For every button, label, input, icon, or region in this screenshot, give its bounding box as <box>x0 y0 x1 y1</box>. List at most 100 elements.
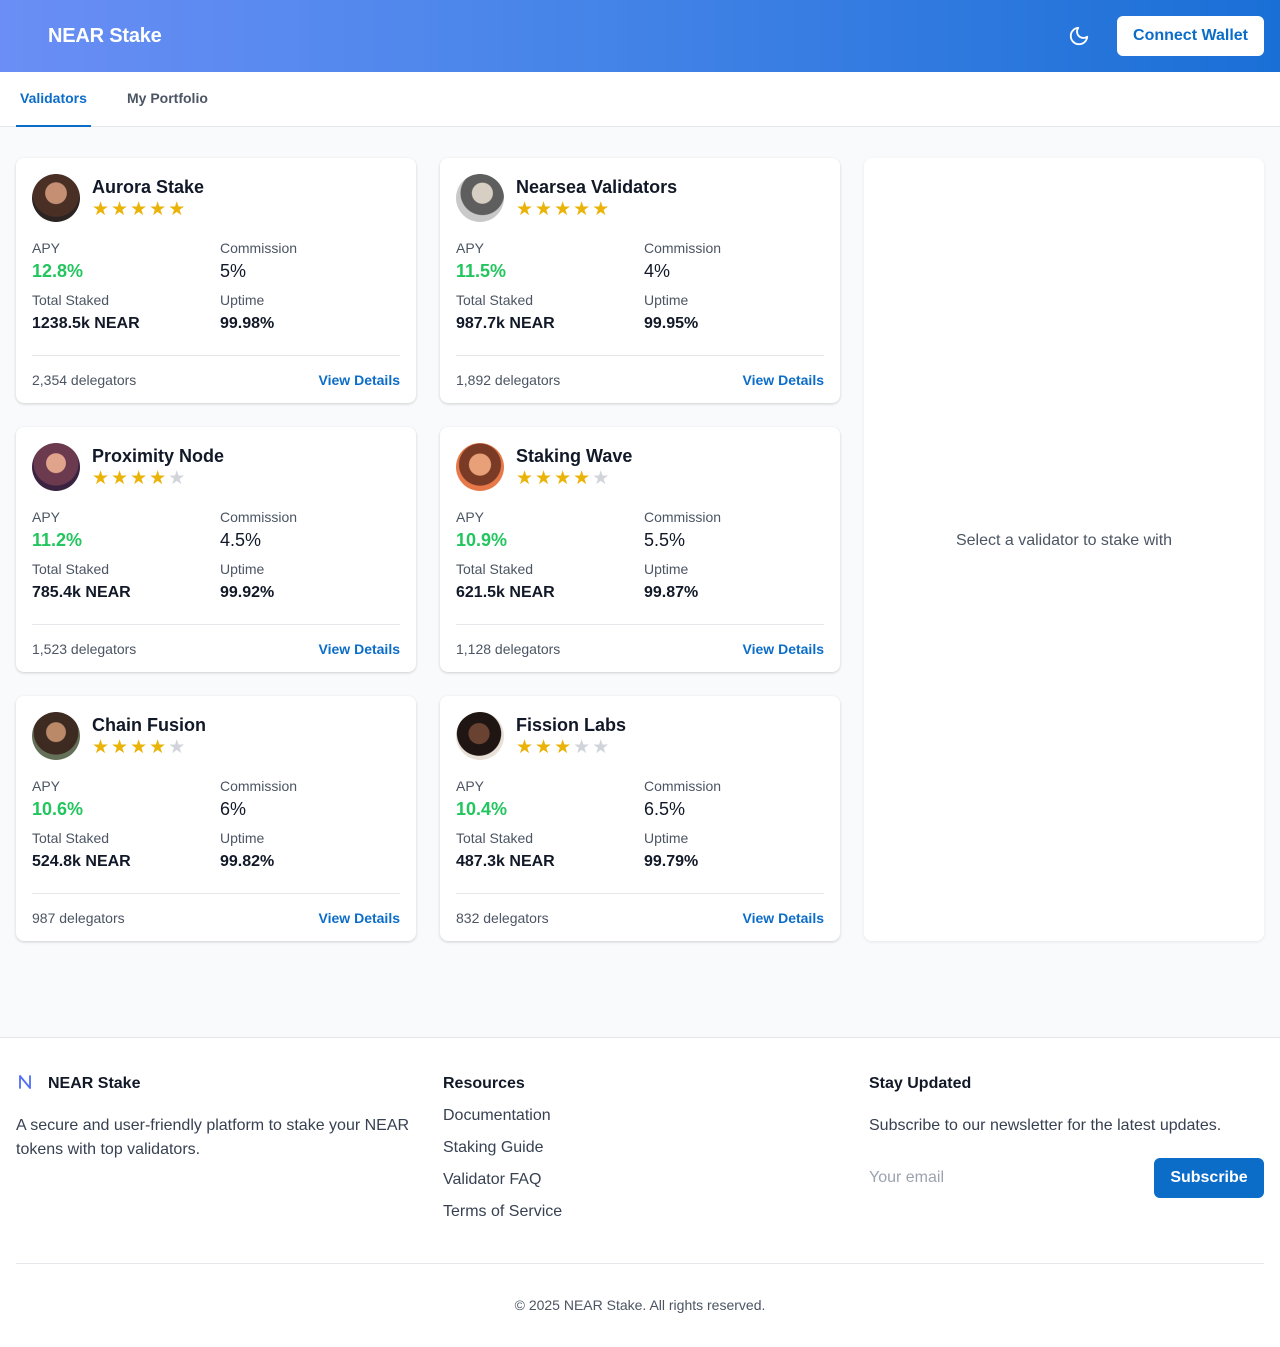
uptime-value: 99.79% <box>644 853 699 870</box>
total-staked-value: 621.5k NEAR <box>456 584 555 601</box>
star-rating: ★ ★ ★ ★ ★ <box>92 738 206 758</box>
star-icon: ★ <box>592 737 610 758</box>
tab-my-portfolio[interactable]: My Portfolio <box>127 90 208 106</box>
footer-resources: Resources Documentation Staking Guide Va… <box>443 1074 562 1222</box>
link-staking-guide[interactable]: Staking Guide <box>443 1139 544 1156</box>
view-details-link[interactable]: View Details <box>318 640 400 657</box>
delegator-count: 1,892 delegators <box>456 371 561 388</box>
view-details-link[interactable]: View Details <box>318 909 400 926</box>
star-icon: ★ <box>554 468 572 489</box>
apy-label: APY <box>456 240 485 256</box>
apy-label: APY <box>456 778 485 794</box>
copyright: © 2025 NEAR Stake. All rights reserved. <box>514 1297 766 1313</box>
view-details-link[interactable]: View Details <box>742 909 824 926</box>
star-icon: ★ <box>573 468 591 489</box>
validator-header: Proximity Node ★ ★ ★ ★ ★ <box>32 443 400 491</box>
resources-title: Resources <box>443 1075 525 1092</box>
validator-name: Chain Fusion <box>92 715 206 735</box>
validator-header: Nearsea Validators ★ ★ ★ ★ ★ <box>456 174 824 222</box>
commission-label: Commission <box>220 509 298 525</box>
validator-card[interactable]: Staking Wave ★ ★ ★ ★ ★ APY 10.9% Commission … <box>440 427 840 672</box>
star-icon: ★ <box>149 468 167 489</box>
total-staked-label: Total Staked <box>32 292 110 308</box>
total-staked-value: 524.8k NEAR <box>32 853 131 870</box>
view-details-link[interactable]: View Details <box>742 371 824 388</box>
card-footer: 987 delegators View Details <box>32 893 400 941</box>
star-rating: ★ ★ ★ ★ ★ <box>516 200 677 220</box>
validator-header: Fission Labs ★ ★ ★ ★ ★ <box>456 712 824 760</box>
tab-bar: Validators My Portfolio <box>0 72 1280 127</box>
total-staked-label: Total Staked <box>456 292 534 308</box>
validator-card[interactable]: Nearsea Validators ★ ★ ★ ★ ★ APY 11.5% Commi… <box>440 158 840 403</box>
uptime-value: 99.92% <box>220 584 275 601</box>
star-icon: ★ <box>554 199 572 220</box>
uptime-label: Uptime <box>644 830 689 846</box>
validator-card[interactable]: Aurora Stake ★ ★ ★ ★ ★ APY 12.8% Commission … <box>16 158 416 403</box>
apy-label: APY <box>32 778 61 794</box>
delegator-count: 2,354 delegators <box>32 371 137 388</box>
uptime-value: 99.95% <box>644 315 699 332</box>
star-icon: ★ <box>535 468 553 489</box>
delegator-count: 1,523 delegators <box>32 640 137 657</box>
delegator-count: 1,128 delegators <box>456 640 561 657</box>
total-staked-value: 987.7k NEAR <box>456 315 555 332</box>
validator-stats: APY 11.2% Commission 4.5% Total Staked 7… <box>32 509 400 603</box>
near-logo-icon <box>16 1074 34 1094</box>
commission-label: Commission <box>644 778 722 794</box>
commission-label: Commission <box>220 240 298 256</box>
connect-wallet-button[interactable]: Connect Wallet <box>1117 16 1264 56</box>
uptime-label: Uptime <box>644 292 689 308</box>
validator-avatar <box>456 712 504 760</box>
app-header: NEAR Stake Connect Wallet <box>0 0 1280 72</box>
brand-name[interactable]: NEAR Stake <box>48 24 162 47</box>
apy-value: 10.4% <box>456 799 508 819</box>
view-details-link[interactable]: View Details <box>742 640 824 657</box>
validator-avatar <box>32 174 80 222</box>
star-icon: ★ <box>535 737 553 758</box>
commission-value: 6.5% <box>644 799 686 819</box>
apy-label: APY <box>32 509 61 525</box>
moon-icon[interactable] <box>1059 16 1099 56</box>
newsletter-text: Subscribe to our newsletter for the late… <box>869 1117 1222 1134</box>
star-icon: ★ <box>111 468 129 489</box>
apy-value: 12.8% <box>32 261 84 281</box>
validator-stats: APY 10.9% Commission 5.5% Total Staked 6… <box>456 509 824 603</box>
uptime-value: 99.87% <box>644 584 699 601</box>
uptime-value: 99.98% <box>220 315 275 332</box>
star-icon: ★ <box>516 199 534 220</box>
header-actions: Connect Wallet <box>1059 16 1264 56</box>
subscribe-button[interactable]: Subscribe <box>1154 1158 1264 1198</box>
star-rating: ★ ★ ★ ★ ★ <box>92 200 204 220</box>
link-terms-of-service[interactable]: Terms of Service <box>443 1203 563 1220</box>
star-icon: ★ <box>130 468 148 489</box>
star-icon: ★ <box>168 468 186 489</box>
footer-newsletter: Stay Updated Subscribe to our newsletter… <box>869 1074 1269 1198</box>
apy-label: APY <box>456 509 485 525</box>
validator-card[interactable]: Fission Labs ★ ★ ★ ★ ★ APY 10.4% Commission … <box>440 696 840 941</box>
commission-label: Commission <box>220 778 298 794</box>
validator-name: Nearsea Validators <box>516 177 678 197</box>
star-icon: ★ <box>149 199 167 220</box>
apy-value: 10.6% <box>32 799 84 819</box>
validator-header: Staking Wave ★ ★ ★ ★ ★ <box>456 443 824 491</box>
total-staked-label: Total Staked <box>456 561 534 577</box>
star-icon: ★ <box>573 737 591 758</box>
total-staked-label: Total Staked <box>32 561 110 577</box>
link-documentation[interactable]: Documentation <box>443 1107 551 1124</box>
total-staked-label: Total Staked <box>456 830 534 846</box>
validator-card[interactable]: Chain Fusion ★ ★ ★ ★ ★ APY 10.6% Commission … <box>16 696 416 941</box>
star-icon: ★ <box>168 737 186 758</box>
uptime-label: Uptime <box>220 292 265 308</box>
email-input[interactable] <box>869 1158 1154 1198</box>
validator-card[interactable]: Proximity Node ★ ★ ★ ★ ★ APY 11.2% Commissio… <box>16 427 416 672</box>
star-icon: ★ <box>554 737 572 758</box>
commission-value: 4.5% <box>220 530 262 550</box>
tab-validators[interactable]: Validators <box>16 72 91 127</box>
commission-value: 4% <box>644 261 671 281</box>
validator-stats: APY 11.5% Commission 4% Total Staked 987… <box>456 240 824 334</box>
link-validator-faq[interactable]: Validator FAQ <box>443 1171 542 1188</box>
star-icon: ★ <box>92 468 110 489</box>
validator-avatar <box>456 443 504 491</box>
view-details-link[interactable]: View Details <box>318 371 400 388</box>
uptime-label: Uptime <box>220 561 265 577</box>
